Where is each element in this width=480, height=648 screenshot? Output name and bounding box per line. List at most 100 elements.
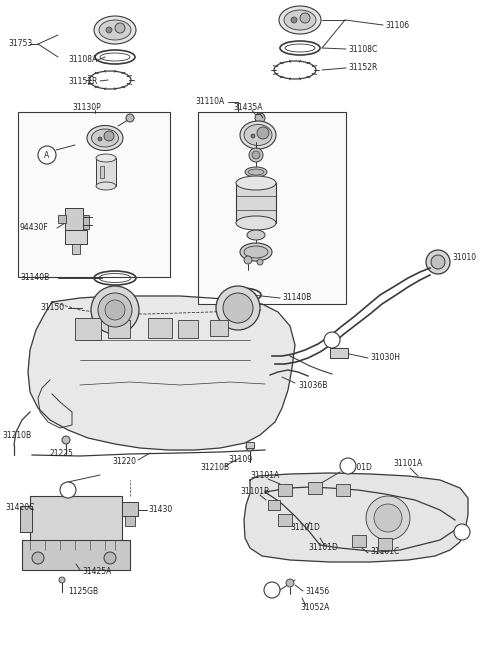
- Bar: [20, 506, 32, 532]
- Circle shape: [257, 259, 263, 265]
- Bar: [352, 535, 366, 547]
- Circle shape: [300, 13, 310, 23]
- Circle shape: [340, 458, 356, 474]
- Text: 31101A: 31101A: [250, 472, 279, 481]
- Bar: [122, 502, 138, 516]
- Bar: [236, 183, 276, 223]
- Circle shape: [431, 255, 445, 269]
- Circle shape: [324, 332, 340, 348]
- Text: 31101B: 31101B: [240, 487, 269, 496]
- Circle shape: [454, 524, 470, 540]
- Circle shape: [249, 148, 263, 162]
- Bar: [30, 496, 122, 541]
- Bar: [125, 516, 135, 526]
- Circle shape: [98, 293, 132, 327]
- Bar: [336, 484, 350, 496]
- Ellipse shape: [240, 243, 272, 261]
- Text: 1125GB: 1125GB: [68, 588, 98, 597]
- Bar: [65, 230, 87, 244]
- Ellipse shape: [284, 10, 316, 30]
- Text: 31052A: 31052A: [300, 603, 329, 612]
- Text: B: B: [329, 336, 335, 345]
- Bar: [278, 484, 292, 496]
- Text: 31101D: 31101D: [342, 463, 372, 472]
- Polygon shape: [28, 296, 295, 450]
- Bar: [58, 215, 66, 223]
- Text: 31753: 31753: [8, 40, 32, 49]
- Bar: [178, 320, 198, 338]
- Circle shape: [105, 300, 125, 320]
- Text: 94430F: 94430F: [20, 224, 49, 233]
- Text: 31210B: 31210B: [200, 463, 229, 472]
- Circle shape: [98, 137, 102, 141]
- Bar: [96, 158, 116, 186]
- Bar: [278, 514, 292, 526]
- Text: 31435A: 31435A: [233, 104, 263, 113]
- Circle shape: [264, 582, 280, 598]
- Text: 21225: 21225: [50, 450, 74, 459]
- Bar: [72, 244, 80, 254]
- Text: 31140B: 31140B: [282, 294, 311, 303]
- Circle shape: [38, 146, 56, 164]
- Text: A: A: [346, 461, 350, 470]
- Ellipse shape: [240, 121, 276, 149]
- Text: 31150: 31150: [40, 303, 64, 312]
- Text: 31456: 31456: [305, 588, 329, 597]
- Text: 31430: 31430: [148, 505, 172, 515]
- Ellipse shape: [96, 154, 116, 162]
- Circle shape: [106, 27, 112, 33]
- Text: 31210B: 31210B: [2, 430, 31, 439]
- Circle shape: [366, 496, 410, 540]
- Text: 31106: 31106: [385, 21, 409, 30]
- Circle shape: [126, 114, 134, 122]
- Bar: [22, 540, 130, 570]
- Text: 31101D: 31101D: [290, 522, 320, 531]
- Bar: [246, 442, 254, 448]
- Text: 31110A: 31110A: [195, 97, 224, 106]
- Circle shape: [257, 127, 269, 139]
- Bar: [148, 318, 172, 338]
- Circle shape: [251, 134, 255, 138]
- Ellipse shape: [94, 16, 136, 44]
- Bar: [308, 482, 322, 494]
- Bar: [268, 500, 280, 510]
- Bar: [18, 112, 170, 277]
- Bar: [83, 215, 89, 229]
- Ellipse shape: [244, 124, 272, 146]
- Circle shape: [59, 577, 65, 583]
- Text: 31030H: 31030H: [370, 354, 400, 362]
- Text: 31101A: 31101A: [393, 459, 422, 469]
- Circle shape: [60, 482, 76, 498]
- Text: 31101D: 31101D: [308, 544, 338, 553]
- Circle shape: [426, 250, 450, 274]
- Polygon shape: [244, 473, 468, 562]
- Text: C: C: [65, 485, 71, 494]
- Text: 31140B: 31140B: [20, 273, 49, 283]
- Bar: [330, 348, 348, 358]
- Ellipse shape: [236, 216, 276, 230]
- Bar: [100, 166, 104, 178]
- Circle shape: [91, 286, 139, 334]
- Bar: [198, 112, 346, 304]
- Circle shape: [244, 256, 252, 264]
- Ellipse shape: [245, 167, 267, 177]
- Text: 31109: 31109: [228, 456, 252, 465]
- Bar: [65, 208, 83, 230]
- Text: 31420C: 31420C: [5, 503, 35, 513]
- Circle shape: [291, 17, 297, 23]
- Text: 31010: 31010: [452, 253, 476, 262]
- Text: 31108A: 31108A: [68, 56, 97, 65]
- Circle shape: [216, 286, 260, 330]
- Bar: [210, 320, 228, 336]
- Text: C: C: [269, 586, 275, 594]
- Circle shape: [223, 293, 253, 323]
- Text: 31152R: 31152R: [68, 76, 97, 86]
- Circle shape: [32, 552, 44, 564]
- Circle shape: [246, 443, 254, 451]
- Ellipse shape: [247, 230, 265, 240]
- Text: 31220: 31220: [112, 457, 136, 467]
- Ellipse shape: [279, 6, 321, 34]
- Ellipse shape: [236, 176, 276, 190]
- Bar: [108, 320, 130, 338]
- Circle shape: [104, 131, 114, 141]
